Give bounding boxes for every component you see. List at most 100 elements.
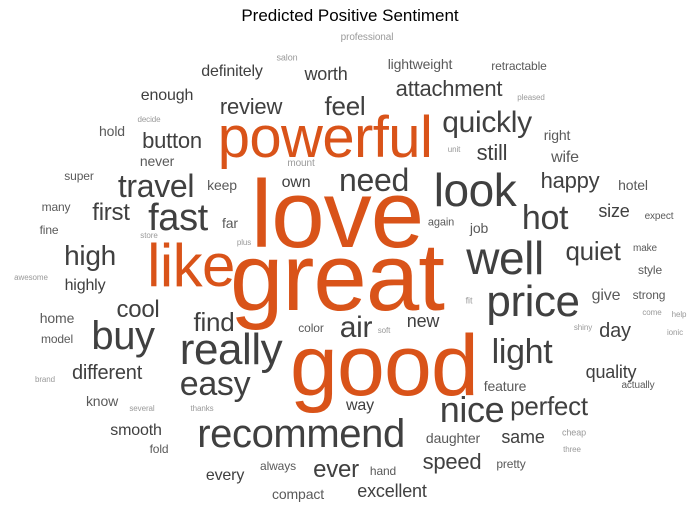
cloud-word: smooth: [110, 422, 162, 439]
cloud-word: quickly: [442, 106, 532, 139]
cloud-word: own: [281, 174, 311, 191]
cloud-word: first: [92, 199, 130, 226]
cloud-word: highly: [64, 277, 106, 294]
cloud-word: far: [222, 215, 238, 231]
cloud-word: fine: [39, 223, 59, 237]
cloud-word: plus: [236, 238, 252, 247]
cloud-word: hot: [521, 199, 569, 237]
cloud-word: perfect: [510, 391, 588, 421]
cloud-word: model: [40, 332, 74, 346]
cloud-word: style: [637, 263, 663, 277]
cloud-word: mount: [287, 158, 315, 169]
cloud-word: worth: [304, 64, 348, 84]
cloud-word: soft: [377, 326, 391, 335]
cloud-word: retractable: [491, 59, 547, 73]
cloud-word: cool: [116, 296, 160, 323]
cloud-word: excellent: [357, 481, 427, 501]
cloud-word: awesome: [14, 273, 48, 282]
cloud-word: nice: [439, 389, 505, 430]
cloud-word: different: [71, 362, 143, 384]
cloud-word: wife: [551, 149, 579, 166]
cloud-word: color: [298, 321, 324, 335]
cloud-word: feel: [324, 91, 366, 121]
cloud-word: hand: [369, 464, 397, 478]
cloud-word: great: [229, 224, 445, 331]
cloud-word: pleased: [517, 93, 545, 102]
cloud-word: fast: [148, 197, 208, 239]
cloud-word: feature: [483, 378, 527, 394]
cloud-word: know: [85, 393, 119, 409]
cloud-word: price: [486, 277, 580, 326]
cloud-word: definitely: [201, 63, 263, 80]
cloud-word: quality: [585, 362, 637, 382]
cloud-word: help: [671, 310, 687, 319]
cloud-word: never: [139, 153, 175, 169]
cloud-word: unit: [447, 145, 461, 154]
cloud-word: really: [179, 325, 283, 374]
cloud-word: day: [599, 320, 631, 342]
cloud-word: fold: [149, 442, 169, 456]
cloud-word: always: [260, 459, 296, 473]
cloud-word: review: [219, 94, 283, 119]
cloud-word: new: [406, 311, 440, 331]
cloud-word: way: [346, 397, 374, 414]
cloud-word: many: [41, 200, 71, 214]
cloud-word: right: [543, 127, 571, 143]
cloud-word: good: [290, 318, 479, 414]
cloud-word: shiny: [573, 323, 593, 332]
figure-title: Predicted Positive Sentiment: [241, 6, 459, 25]
cloud-word: easy: [179, 365, 251, 403]
cloud-word: home: [39, 310, 75, 326]
cloud-word: again: [427, 216, 455, 229]
cloud-word: actually: [621, 380, 655, 391]
cloud-word: lightweight: [387, 56, 453, 72]
cloud-word: hold: [99, 123, 125, 139]
cloud-word: decide: [137, 115, 161, 124]
cloud-word: button: [142, 128, 202, 153]
cloud-word: pretty: [496, 457, 526, 471]
cloud-word: attachment: [395, 76, 503, 101]
cloud-word: enough: [140, 87, 194, 104]
cloud-word: speed: [422, 449, 482, 474]
cloud-word: cheap: [561, 427, 587, 438]
cloud-word: travel: [117, 168, 195, 204]
cloud-word: super: [64, 169, 94, 183]
cloud-word: need: [339, 162, 409, 198]
cloud-word: daughter: [425, 430, 481, 446]
cloud-word: light: [491, 333, 553, 371]
cloud-word: compact: [272, 486, 324, 502]
cloud-word: three: [563, 445, 581, 454]
cloud-word: well: [466, 232, 544, 284]
cloud-word: thanks: [190, 404, 214, 413]
cloud-word: high: [64, 240, 116, 271]
cloud-word: still: [476, 140, 508, 165]
cloud-word: professional: [340, 32, 394, 43]
cloud-word: ever: [313, 456, 359, 483]
cloud-word: air: [339, 311, 373, 344]
cloud-word: salon: [276, 52, 298, 63]
cloud-word: find: [193, 307, 235, 337]
cloud-word: hotel: [618, 177, 648, 193]
cloud-word: several: [129, 404, 155, 413]
cloud-word: happy: [540, 168, 600, 193]
cloud-word: quiet: [565, 236, 621, 266]
cloud-word: size: [598, 201, 630, 221]
cloud-word: powerful: [217, 105, 433, 170]
cloud-word: ionic: [666, 328, 684, 337]
cloud-word: buy: [91, 314, 155, 358]
cloud-word: love: [250, 161, 424, 268]
cloud-word: brand: [34, 375, 56, 384]
cloud-word: strong: [632, 288, 666, 302]
cloud-word: like: [147, 232, 235, 299]
cloud-word: look: [433, 164, 517, 216]
cloud-word: every: [205, 467, 245, 484]
cloud-word: make: [632, 243, 658, 254]
cloud-word: job: [469, 220, 489, 236]
cloud-word: store: [140, 231, 158, 240]
cloud-word: same: [501, 427, 545, 447]
cloud-word: keep: [207, 177, 237, 193]
cloud-word: come: [642, 308, 662, 317]
cloud-word: recommend: [197, 412, 405, 456]
